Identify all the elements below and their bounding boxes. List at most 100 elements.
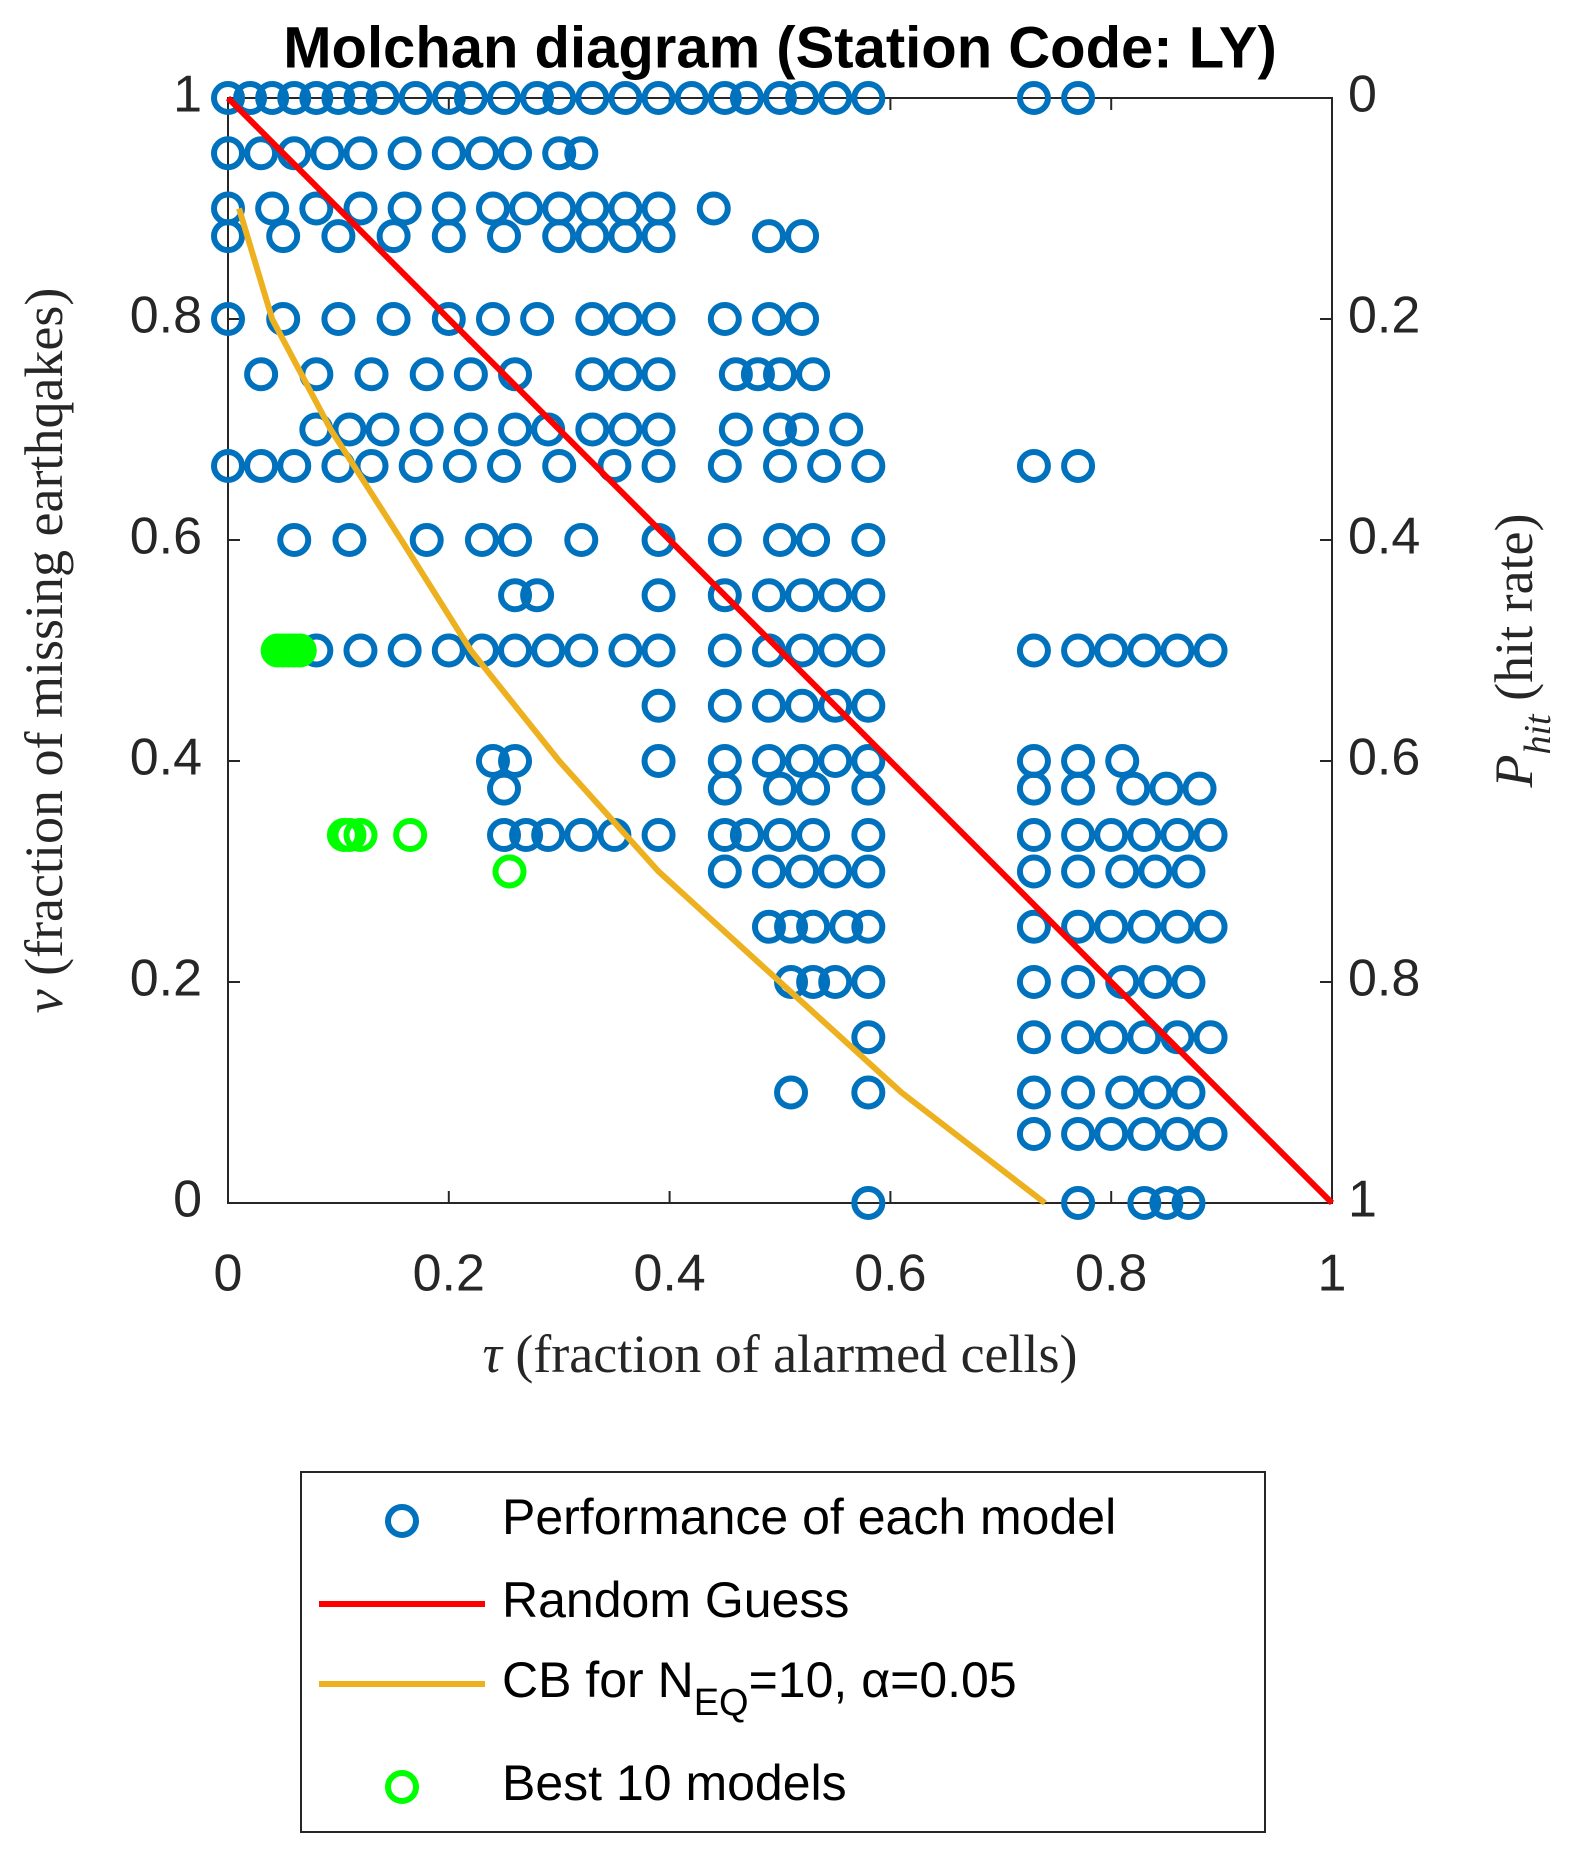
data-point — [796, 818, 831, 853]
data-point — [343, 81, 378, 115]
data-point — [431, 302, 466, 336]
data-point — [1094, 1116, 1129, 1151]
data-point — [763, 771, 797, 806]
data-point — [464, 136, 499, 171]
data-point — [1016, 1075, 1051, 1110]
data-point — [707, 688, 742, 723]
data-point — [487, 81, 521, 115]
data-point — [707, 302, 742, 336]
data-point — [575, 357, 610, 392]
data-point — [774, 909, 809, 944]
data-point — [818, 633, 853, 668]
data-point — [244, 448, 279, 483]
data-point — [1105, 854, 1140, 889]
data-point — [1193, 818, 1228, 853]
data-point — [343, 136, 378, 171]
data-point — [509, 191, 544, 226]
data-point — [707, 523, 742, 557]
data-point — [1016, 1020, 1051, 1055]
data-point — [807, 448, 842, 483]
data-point — [641, 688, 676, 723]
data-point — [818, 965, 853, 999]
data-point — [851, 818, 886, 853]
data-point — [851, 854, 886, 889]
data-point — [531, 633, 566, 668]
data-point — [785, 744, 820, 778]
data-point — [1138, 1075, 1173, 1110]
label-part: (hit rate) — [1484, 513, 1544, 714]
data-point — [785, 578, 820, 613]
data-point — [492, 854, 527, 889]
data-point — [321, 219, 356, 254]
data-point — [431, 633, 466, 668]
data-point — [564, 136, 599, 171]
chart-title: Molchan diagram (Station Code: LY) — [283, 15, 1277, 80]
data-point — [332, 818, 367, 853]
y2-tick-label: 0.4 — [1348, 508, 1420, 566]
label-part: P — [1484, 755, 1544, 789]
data-point — [1160, 909, 1195, 944]
data-point — [1016, 854, 1051, 889]
y2-tick-label: 0.6 — [1348, 729, 1420, 787]
data-point — [453, 357, 488, 392]
data-point — [387, 191, 422, 226]
data-point — [277, 81, 312, 115]
data-point — [398, 448, 433, 483]
data-point — [1160, 633, 1195, 668]
data-point — [1160, 1116, 1195, 1151]
label-part: ν — [14, 989, 74, 1013]
legend-label: Random Guess — [502, 1572, 849, 1628]
data-point — [707, 633, 742, 668]
y-tick-label: 1 — [173, 66, 202, 124]
data-point — [1061, 633, 1096, 668]
data-point — [453, 81, 488, 115]
data-point — [1016, 81, 1051, 115]
data-point — [365, 81, 400, 115]
data-point — [707, 854, 742, 889]
data-point — [718, 412, 753, 447]
data-point — [409, 357, 444, 392]
data-point — [299, 191, 334, 226]
data-point — [1094, 633, 1129, 668]
data-point — [707, 448, 742, 483]
data-point — [1193, 633, 1228, 668]
data-point — [641, 633, 676, 668]
data-point — [785, 219, 820, 254]
data-point — [431, 81, 466, 115]
data-point — [1061, 81, 1096, 115]
legend-label: Best 10 models — [502, 1755, 847, 1811]
data-point — [851, 1186, 886, 1220]
data-point — [796, 909, 831, 944]
data-point — [266, 219, 301, 254]
data-point — [1116, 771, 1151, 806]
data-point — [751, 909, 786, 944]
data-point — [1061, 854, 1096, 889]
data-point — [343, 191, 378, 226]
data-point — [608, 633, 643, 668]
data-point — [763, 818, 797, 853]
data-point — [641, 448, 676, 483]
x-tick-label: 0.2 — [413, 1245, 485, 1303]
data-point — [277, 523, 312, 557]
data-point — [851, 965, 886, 999]
data-point — [1171, 1075, 1206, 1110]
y2-tick-label: 1 — [1348, 1171, 1377, 1229]
data-point — [707, 81, 742, 115]
data-point — [244, 136, 279, 171]
data-point — [376, 302, 411, 336]
data-point — [233, 81, 268, 115]
legend-label-part: =10, α=0.05 — [749, 1652, 1017, 1708]
data-point — [851, 633, 886, 668]
data-point — [575, 219, 610, 254]
data-point — [851, 1020, 886, 1055]
data-point — [1061, 448, 1096, 483]
data-point — [498, 633, 533, 668]
data-point — [740, 357, 775, 392]
data-point — [818, 578, 853, 613]
data-point — [1016, 965, 1051, 999]
data-point — [343, 633, 378, 668]
data-point — [763, 448, 797, 483]
data-point — [282, 633, 317, 668]
data-point — [542, 219, 577, 254]
